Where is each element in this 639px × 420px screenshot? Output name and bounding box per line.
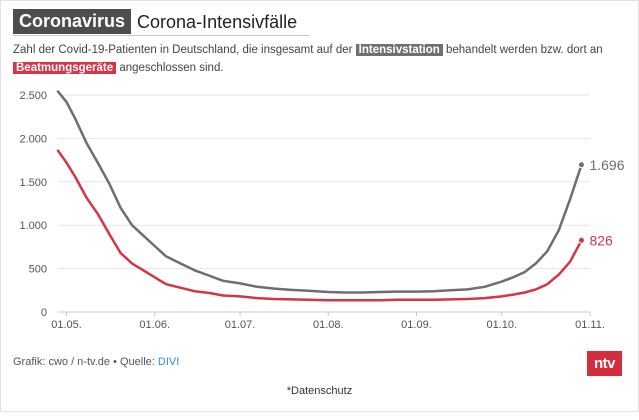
chart-subtitle: Zahl der Covid-19-Patienten in Deutschla… bbox=[13, 41, 613, 77]
highlight-beatmungsgeraete: Beatmungsgeräte bbox=[13, 62, 117, 74]
privacy-link[interactable]: *Datenschutz bbox=[286, 385, 353, 397]
subtitle-text-1: Zahl der Covid-19-Patienten in Deutschla… bbox=[13, 44, 356, 56]
credit-text: Grafik: cwo / n-tv.de • Quelle: bbox=[13, 356, 158, 368]
y-tick-label: 1.500 bbox=[19, 177, 47, 189]
footer-credit: Grafik: cwo / n-tv.de • Quelle: DIVI bbox=[13, 356, 179, 368]
subtitle-text-2: behandelt werden bzw. dort an bbox=[442, 44, 603, 56]
y-tick-label: 2.000 bbox=[19, 133, 47, 145]
y-tick-label: 1.000 bbox=[19, 220, 47, 232]
title-underline bbox=[13, 35, 310, 36]
y-tick-label: 500 bbox=[29, 264, 47, 276]
chart-title: Corona-Intensivfälle bbox=[137, 11, 298, 32]
y-tick-label: 2.500 bbox=[19, 90, 47, 102]
x-tick-label: 01.05. bbox=[51, 319, 82, 331]
x-tick-label: 01.08. bbox=[313, 319, 344, 331]
series-end-point bbox=[577, 161, 585, 169]
series-end-label: 1.696 bbox=[589, 157, 624, 173]
series-line-beatmung bbox=[56, 149, 583, 302]
line-chart: 0 500 1.000 1.500 2.000 2.500 01.05. 01.06. 01.… bbox=[19, 90, 624, 331]
x-tick-label: 01.07. bbox=[225, 319, 256, 331]
series-line-intensivstation bbox=[56, 90, 583, 294]
y-tick-label: 0 bbox=[41, 307, 47, 319]
topic-badge: Coronavirus bbox=[13, 9, 132, 34]
series-end-label: 826 bbox=[589, 232, 613, 248]
x-tick-label: 01.06. bbox=[139, 319, 170, 331]
highlight-intensivstation: Intensivstation bbox=[355, 44, 443, 56]
x-tick-label: 01.10. bbox=[487, 319, 518, 331]
source-link-divi[interactable]: DIVI bbox=[157, 356, 180, 368]
title-row: Coronavirus Corona-Intensivfälle bbox=[13, 9, 297, 34]
series-end-point bbox=[577, 236, 585, 244]
x-tick-label: 01.11. bbox=[575, 319, 605, 331]
x-tick-label: 01.09. bbox=[401, 319, 432, 331]
subtitle-text-3: angeschlossen sind. bbox=[116, 62, 224, 74]
ntv-logo: ntv bbox=[587, 351, 622, 376]
